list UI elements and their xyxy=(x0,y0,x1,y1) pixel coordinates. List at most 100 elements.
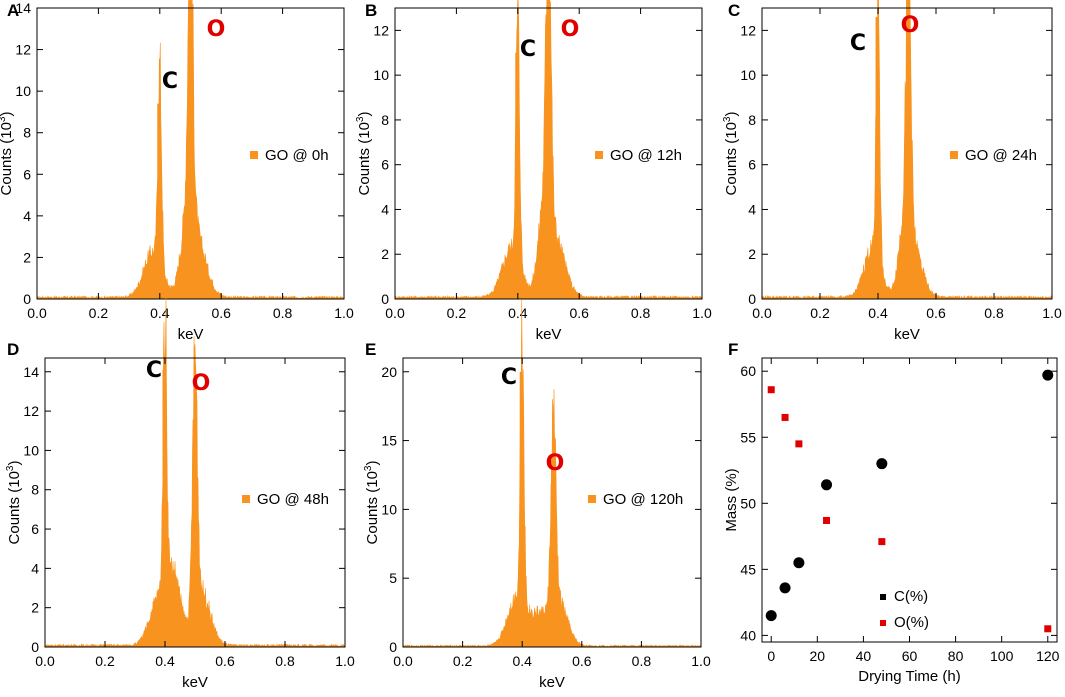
label-oxygen: O xyxy=(546,451,565,476)
x-tick-label: 0.4 xyxy=(508,305,528,321)
y-tick-label: 60 xyxy=(740,363,756,379)
x-tick-label: 1.0 xyxy=(1042,305,1062,321)
y-tick-label: 2 xyxy=(31,600,39,616)
y-tick-label: 40 xyxy=(740,627,756,643)
x-tick-label: 1.0 xyxy=(691,653,711,669)
y-axis-label-end: ) xyxy=(0,112,15,117)
panel-label: E xyxy=(365,340,376,359)
y-axis-label-main: Counts (10 xyxy=(0,122,15,195)
y-tick-label: 4 xyxy=(31,560,39,576)
y-tick-label: 10 xyxy=(740,67,756,83)
y-tick-label: 4 xyxy=(23,208,31,224)
label-oxygen: O xyxy=(561,17,580,42)
label-oxygen: O xyxy=(192,371,211,396)
x-tick-label: 0.2 xyxy=(89,305,109,321)
y-axis-label: Counts (103) xyxy=(363,461,381,545)
y-tick-label: 20 xyxy=(381,364,397,380)
point-O(%) xyxy=(878,538,886,546)
x-tick-label: 80 xyxy=(948,648,964,664)
point-O(%) xyxy=(767,386,775,394)
y-axis-label-end: ) xyxy=(6,461,23,466)
y-tick-label: 12 xyxy=(15,42,31,58)
x-tick-label: 0.6 xyxy=(215,653,235,669)
y-tick-label: 0 xyxy=(748,291,756,307)
x-axis-label: keV xyxy=(894,326,920,343)
x-tick-label: 40 xyxy=(856,648,872,664)
legend-text: GO @ 48h xyxy=(257,491,329,508)
point-C(%) xyxy=(779,582,791,594)
y-tick-label: 8 xyxy=(381,112,389,128)
x-tick-label: 0.8 xyxy=(275,653,295,669)
y-axis-label-sup: 3 xyxy=(355,116,366,122)
y-tick-label: 10 xyxy=(381,501,397,517)
y-axis-label: Counts (103) xyxy=(355,112,373,196)
x-tick-label: 0.6 xyxy=(569,305,589,321)
y-tick-label: 6 xyxy=(748,157,756,173)
y-axis-label-main: Counts (10 xyxy=(356,122,373,195)
y-tick-label: 12 xyxy=(373,22,389,38)
label-carbon: C xyxy=(850,31,866,56)
y-tick-label: 4 xyxy=(748,201,756,217)
y-axis-label-main: Counts (10 xyxy=(6,471,23,544)
x-tick-label: 0.4 xyxy=(868,305,888,321)
y-tick-label: 50 xyxy=(740,495,756,511)
x-tick-label: 1.0 xyxy=(692,305,712,321)
label-carbon: C xyxy=(162,69,178,94)
y-tick-label: 6 xyxy=(381,157,389,173)
legend-swatch xyxy=(588,495,596,503)
x-tick-label: 0.0 xyxy=(752,305,772,321)
x-axis-label: keV xyxy=(539,674,565,691)
legend-text-O: O(%) xyxy=(894,614,929,631)
label-carbon: C xyxy=(520,37,536,62)
y-tick-label: 0 xyxy=(381,291,389,307)
plot-frame xyxy=(44,357,346,648)
x-tick-label: 0.4 xyxy=(155,653,175,669)
y-axis-label: Counts (103) xyxy=(722,112,740,196)
panel-label: B xyxy=(365,1,377,20)
panel-F: F 0 20 40 60 80 100 120 40 45 50 55 60 C(%) O(%) Drying… xyxy=(723,340,1060,685)
panel-D: D 0.0 0.2 0.4 0.6 0.8 1.0 0 2 4 6 8 10 12 14 C O GO @ 48h… xyxy=(5,297,355,691)
y-axis-label-main: Counts (10 xyxy=(723,122,740,195)
x-tick-label: 0.8 xyxy=(273,305,293,321)
point-C(%) xyxy=(876,458,888,470)
y-axis-label: Counts (103) xyxy=(0,112,15,196)
y-tick-label: 2 xyxy=(748,246,756,262)
point-C(%) xyxy=(793,557,805,569)
panel-E: E 0.0 0.2 0.4 0.6 0.8 1.0 0 5 10 15 20 C O GO @ 120h ke… xyxy=(363,299,711,691)
plot-frame xyxy=(36,7,345,300)
legend-text-C: C(%) xyxy=(894,588,928,605)
x-tick-label: 0.0 xyxy=(35,653,55,669)
x-axis-label: keV xyxy=(536,326,562,343)
y-tick-label: 2 xyxy=(23,249,31,265)
y-tick-label: 45 xyxy=(740,561,756,577)
point-C(%) xyxy=(1042,369,1054,381)
legend-swatch-C xyxy=(880,594,886,600)
x-tick-label: 0.0 xyxy=(393,653,413,669)
y-axis-label: Counts (103) xyxy=(5,461,23,545)
legend-swatch xyxy=(250,151,258,159)
legend-text: GO @ 120h xyxy=(603,491,683,508)
y-tick-label: 12 xyxy=(23,403,39,419)
y-axis-label-sup: 3 xyxy=(722,116,733,122)
label-oxygen: O xyxy=(901,13,920,38)
x-tick-label: 0.8 xyxy=(632,653,652,669)
y-axis-label-main: Counts (10 xyxy=(364,471,381,544)
x-axis-label: keV xyxy=(182,674,208,691)
y-tick-label: 55 xyxy=(740,429,756,445)
x-tick-label: 0.0 xyxy=(27,305,47,321)
y-tick-label: 14 xyxy=(23,364,39,380)
panel-A: A 0.0 0.2 0.4 0.6 0.8 1.0 0 2 4 6 8 10 12 14 C O GO @ 0h k… xyxy=(0,0,354,343)
x-tick-label: 0.2 xyxy=(447,305,467,321)
y-tick-label: 0 xyxy=(31,639,39,655)
x-tick-label: 1.0 xyxy=(335,653,355,669)
legend-swatch xyxy=(595,151,603,159)
x-tick-label: 60 xyxy=(902,648,918,664)
y-axis-label: Mass (%) xyxy=(723,468,740,531)
legend-text: GO @ 0h xyxy=(265,147,329,164)
y-tick-label: 0 xyxy=(389,639,397,655)
y-tick-label: 6 xyxy=(31,521,39,537)
x-tick-label: 0.2 xyxy=(453,653,473,669)
x-tick-label: 0.0 xyxy=(385,305,405,321)
